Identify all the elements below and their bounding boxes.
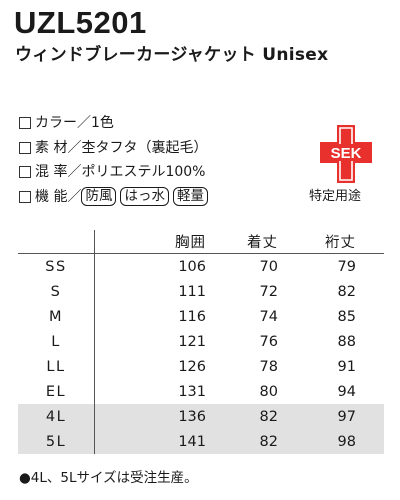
spec-color-label: カラー／1色 (35, 115, 114, 131)
cell-size: M (48, 308, 63, 325)
table-row: LL 126 78 91 (18, 354, 384, 379)
cell-size: 4L (45, 408, 67, 425)
size-table: 胸囲 着丈 裄丈 SS 106 70 79 S 111 72 82 M 116 … (18, 229, 384, 454)
checkbox-square-icon (19, 141, 31, 154)
cell-size: L (51, 333, 61, 350)
cell-size: S (50, 283, 62, 300)
sek-mark-icon: SEK (320, 125, 372, 183)
spec-composition: 混 率／ポリエステル100% (19, 160, 309, 185)
size-table-header: 胸囲 着丈 裄丈 (18, 229, 384, 254)
header-chest: 胸囲 (175, 234, 206, 251)
function-tag-windproof: 防風 (81, 187, 117, 207)
cell-chest: 106 (178, 258, 206, 275)
function-tag-lightweight: 軽量 (172, 187, 208, 207)
cell-chest: 121 (178, 333, 206, 350)
sek-mark-text: SEK (331, 145, 362, 162)
spec-list: カラー／1色 素 材／杢タフタ（裏起毛） 混 率／ポリエステル100% 機 能／… (19, 111, 309, 209)
sek-caption: 特定用途 (309, 189, 362, 204)
cell-sleeve: 82 (337, 283, 356, 300)
cell-sleeve: 97 (337, 408, 356, 425)
spec-color: カラー／1色 (19, 111, 309, 136)
size-table-body: SS 106 70 79 S 111 72 82 M 116 74 85 L 1… (18, 230, 384, 454)
checkbox-square-icon (19, 190, 31, 203)
table-row: SS 106 70 79 (18, 254, 384, 279)
table-row: L 121 76 88 (18, 329, 384, 354)
product-name: ウィンドブレーカージャケット Unisex (15, 45, 329, 65)
table-row: 4L 136 82 97 (18, 404, 384, 429)
cell-chest: 136 (178, 408, 206, 425)
cell-size: EL (45, 383, 67, 400)
cell-sleeve: 94 (337, 383, 356, 400)
cell-length: 76 (259, 333, 278, 350)
cell-sleeve: 91 (337, 358, 356, 375)
cell-length: 74 (259, 308, 278, 325)
table-row: S 111 72 82 (18, 279, 384, 304)
cell-length: 82 (259, 433, 278, 450)
cell-length: 70 (259, 258, 278, 275)
spec-composition-label: 混 率／ポリエステル100% (35, 164, 206, 180)
spec-material-label: 素 材／杢タフタ（裏起毛） (35, 139, 208, 156)
cell-chest: 131 (178, 383, 206, 400)
spec-function-label: 機 能／ (35, 188, 82, 205)
cell-size: 5L (45, 433, 67, 450)
cell-chest: 126 (178, 358, 206, 375)
cell-length: 82 (259, 408, 278, 425)
cell-chest: 116 (178, 308, 206, 325)
table-divider (94, 230, 95, 454)
function-tag-water-repellent: はっ水 (120, 187, 169, 207)
table-row: EL 131 80 94 (18, 379, 384, 404)
cell-sleeve: 98 (337, 433, 356, 450)
cell-length: 78 (259, 358, 278, 375)
table-row: 5L 141 82 98 (18, 429, 384, 454)
cell-length: 72 (259, 283, 278, 300)
spec-function: 機 能／ 防風 はっ水 軽量 (19, 185, 309, 210)
cell-sleeve: 85 (337, 308, 356, 325)
spec-material: 素 材／杢タフタ（裏起毛） (19, 136, 309, 161)
cell-sleeve: 88 (337, 333, 356, 350)
header-sleeve: 裄丈 (325, 234, 356, 251)
product-code: UZL5201 (14, 5, 147, 40)
checkbox-square-icon (19, 166, 31, 179)
checkbox-square-icon (19, 117, 31, 130)
cell-chest: 111 (178, 283, 206, 300)
header-length: 着丈 (247, 234, 278, 251)
table-row: M 116 74 85 (18, 304, 384, 329)
cell-size: LL (46, 358, 66, 375)
made-to-order-note: ●4L、5Lサイズは受注生産。 (19, 470, 198, 486)
cell-size: SS (45, 258, 67, 275)
cell-length: 80 (259, 383, 278, 400)
cell-sleeve: 79 (337, 258, 356, 275)
cell-chest: 141 (178, 433, 206, 450)
